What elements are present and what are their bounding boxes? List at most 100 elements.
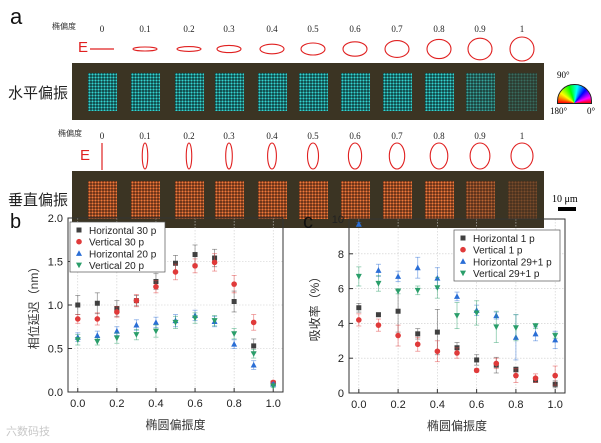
ellipticity-value: 0 [99, 24, 105, 34]
particle-array-image [131, 181, 160, 219]
particle-array-image [383, 73, 412, 111]
x-tick-label: 0.4 [148, 398, 163, 410]
y-tick-label: 0.5 [48, 344, 63, 356]
data-point [133, 321, 140, 328]
data-point [211, 259, 218, 266]
ellipticity-value: 1 [519, 131, 525, 141]
data-point [133, 297, 140, 304]
panel-label: b [10, 211, 21, 233]
ellipticity-value: 0.2 [183, 24, 195, 34]
x-tick-label: 1.0 [548, 399, 563, 411]
polarization-ellipse-icon [426, 38, 452, 60]
data-point [395, 308, 401, 314]
ellipticity-value: 0.4 [266, 131, 278, 141]
data-point [434, 285, 441, 291]
data-point [192, 252, 198, 258]
particle-array-image [258, 181, 287, 219]
polarization-ellipse-icon [259, 43, 285, 55]
y-axis-label: 吸收率（%） [307, 271, 322, 342]
data-point [172, 319, 179, 326]
legend-entry: Vertical 29+1 p [473, 269, 540, 280]
ellipticity-value: 1 [519, 24, 525, 34]
data-point [552, 372, 558, 379]
data-point [473, 367, 480, 374]
row-label-vertical: 垂直偏振 [8, 191, 69, 209]
data-point [192, 263, 198, 269]
data-point [473, 310, 480, 317]
polarization-ellipse-icon [347, 142, 363, 170]
data-point [355, 273, 362, 280]
data-point [355, 221, 362, 227]
data-point [231, 281, 237, 287]
y-tick-label: 1.5 [48, 257, 63, 269]
series-vertical-29-1-p [355, 266, 559, 343]
particle-array-image [175, 73, 204, 111]
data-point [94, 339, 101, 345]
data-point [250, 351, 257, 357]
series-vertical-30-p [74, 253, 277, 386]
ellipticity-value: 0.7 [391, 131, 403, 141]
data-point [474, 357, 480, 363]
polarization-ellipse-icon [429, 142, 449, 170]
polarization-ellipse-icon [216, 44, 242, 54]
colorwheel-180-label: 180° [550, 106, 568, 116]
watermark: 六数码技 [6, 426, 50, 438]
data-point [415, 331, 421, 337]
polarization-ellipse-icon [510, 142, 534, 170]
data-point [512, 325, 519, 331]
polarization-ellipse-icon [185, 142, 193, 170]
row-label-horizontal: 水平偏振 [8, 84, 69, 102]
polarization-ellipse-icon [509, 36, 535, 62]
data-point [113, 335, 120, 342]
particle-array-image [131, 73, 160, 111]
colorwheel-0-label: 0° [587, 106, 596, 116]
data-point [74, 316, 81, 322]
particle-array-image [425, 73, 454, 111]
data-point [270, 383, 277, 390]
x-tick-label: 0.8 [508, 399, 523, 411]
data-point [532, 323, 539, 330]
scale-bar [558, 207, 576, 211]
orientation-colorwheel [557, 84, 592, 104]
scale-bar-label: 10 μm [552, 194, 578, 205]
data-point [513, 372, 519, 379]
data-point [75, 302, 81, 308]
legend-marker [460, 270, 466, 277]
particle-array-image [508, 73, 537, 111]
data-point [414, 264, 421, 271]
legend-entry: Horizontal 30 p [89, 226, 157, 237]
ellipticity-value: 0.3 [223, 131, 235, 141]
legend-marker [460, 235, 466, 241]
legend-marker [76, 238, 82, 245]
polarization-ellipses-horizontal [90, 36, 535, 62]
polarization-ellipses-vertical [101, 142, 534, 170]
particle-array-image [341, 181, 370, 219]
ellipticity-value: 0.2 [183, 131, 195, 141]
data-point [395, 288, 402, 295]
data-point [532, 330, 539, 337]
legend-entry: Vertical 30 p [89, 238, 144, 249]
ellipticity-value: 0.3 [223, 24, 235, 34]
data-point [434, 348, 441, 355]
panel-label: c [303, 211, 313, 233]
data-point [251, 343, 257, 349]
particle-array-image [341, 73, 370, 111]
chart-c: 0.0 0.2 0.4 0.6 0.8 1.0 0 2 4 6 8 10 c 椭圆偏振度 吸收率（%） Hor… [303, 211, 566, 433]
ellipticity-value: 0.5 [307, 131, 319, 141]
legend-box [69, 221, 166, 273]
data-point [395, 273, 402, 279]
data-point [250, 361, 257, 368]
data-point [172, 269, 179, 275]
colorwheel-90-label: 90° [557, 70, 570, 80]
x-tick-label: 0.8 [226, 398, 241, 410]
x-tick-label: 1.0 [266, 398, 281, 410]
legend-box [453, 229, 561, 282]
data-point [493, 360, 500, 367]
legend-marker [76, 227, 82, 233]
data-point [173, 260, 178, 266]
x-tick-label: 0.6 [469, 399, 484, 411]
particle-array-image [215, 181, 244, 219]
ellipticity-value: 0.9 [474, 24, 486, 34]
legend-entry: Horizontal 29+1 p [473, 257, 552, 268]
